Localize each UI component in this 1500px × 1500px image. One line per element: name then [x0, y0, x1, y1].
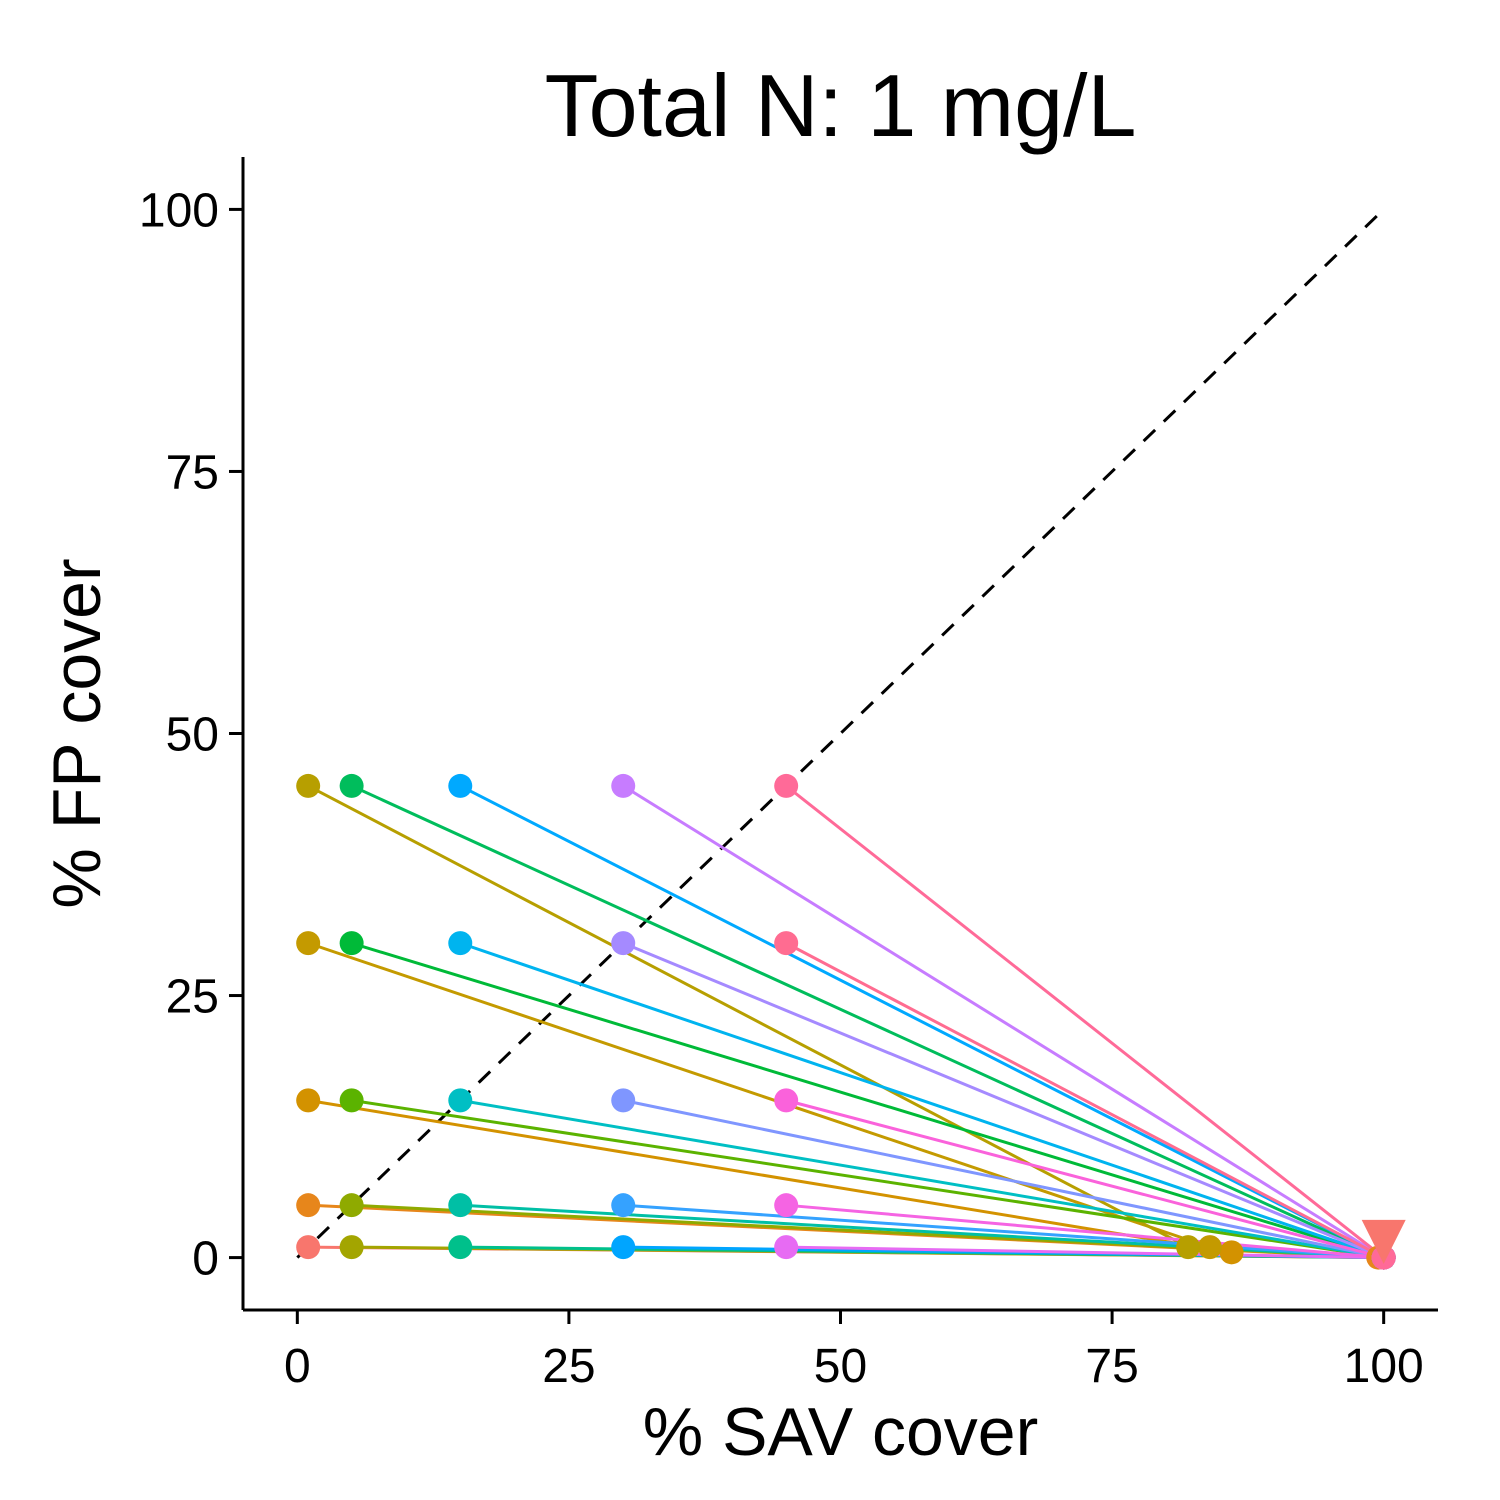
start-point: [774, 773, 799, 798]
start-point: [296, 1193, 321, 1218]
series-line: [623, 1203, 1384, 1260]
start-point: [339, 773, 364, 798]
start-point: [448, 1235, 473, 1260]
series-line: [307, 784, 1189, 1249]
start-point: [339, 1088, 364, 1113]
series-line: [786, 1203, 1384, 1260]
start-point: [296, 931, 321, 956]
start-point: [296, 1088, 321, 1113]
start-point: [774, 1193, 799, 1218]
start-point: [448, 773, 473, 798]
series-line: [459, 941, 1385, 1260]
start-point: [611, 1235, 636, 1260]
x-tick-label: 0: [284, 1340, 311, 1393]
series-line: [460, 1098, 1384, 1260]
start-point: [339, 931, 364, 956]
points-layer: [296, 773, 1406, 1270]
y-tick-label: 50: [166, 709, 219, 762]
triangle-marker: [1361, 1219, 1406, 1264]
ticks: 0 25 50 75 100 0 25 50 75 100: [139, 184, 1424, 1393]
x-tick-label: 75: [1085, 1340, 1138, 1393]
start-point: [296, 773, 321, 798]
start-point: [448, 1088, 473, 1113]
end-point: [1176, 1235, 1201, 1260]
end-point: [1197, 1235, 1222, 1260]
end-point: [1219, 1240, 1244, 1265]
series-line: [785, 1098, 1385, 1260]
series-line: [307, 1098, 1232, 1254]
start-point: [774, 1088, 799, 1113]
y-axis-title: % FP cover: [39, 558, 115, 908]
series-line: [307, 941, 1211, 1249]
series-line: [622, 784, 1385, 1259]
series-line: [351, 784, 1385, 1259]
start-point: [774, 931, 799, 956]
start-point: [448, 1193, 473, 1218]
start-point: [339, 1193, 364, 1218]
start-point: [611, 931, 636, 956]
series-line: [785, 784, 1385, 1259]
x-axis-title: % SAV cover: [643, 1394, 1039, 1470]
x-tick-label: 100: [1344, 1340, 1424, 1393]
series-line: [622, 941, 1385, 1259]
y-tick-label: 100: [139, 184, 219, 237]
start-point: [611, 1088, 636, 1113]
series-line: [622, 1098, 1384, 1260]
series-layer: [307, 784, 1385, 1260]
start-point: [611, 773, 636, 798]
start-point: [339, 1235, 364, 1260]
y-tick-label: 25: [166, 971, 219, 1024]
start-point: [448, 931, 473, 956]
x-tick-label: 50: [814, 1340, 867, 1393]
start-point: [611, 1193, 636, 1218]
x-tick-label: 25: [542, 1340, 595, 1393]
series-line: [351, 941, 1385, 1260]
series-line: [351, 1098, 1384, 1260]
series-line: [785, 941, 1385, 1259]
chart-title: Total N: 1 mg/L: [544, 56, 1137, 155]
series-line: [459, 784, 1385, 1259]
series-line: [786, 1245, 1384, 1260]
start-point: [774, 1235, 799, 1260]
y-tick-label: 75: [166, 446, 219, 499]
start-point: [296, 1235, 321, 1260]
y-tick-label: 0: [192, 1233, 219, 1286]
